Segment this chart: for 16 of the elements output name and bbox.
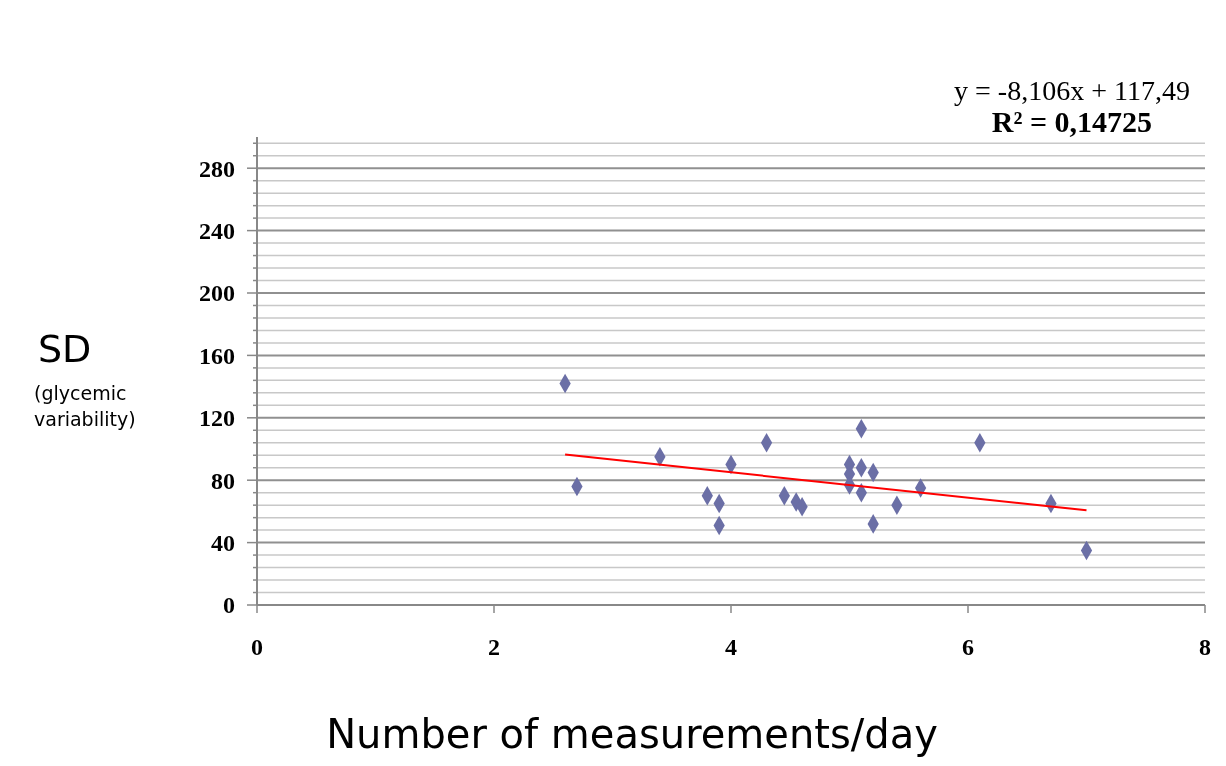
y-tick-label: 280: [199, 155, 235, 182]
y-axis-title: SD (glycemic variability): [34, 327, 136, 430]
y-tick-label: 160: [199, 342, 235, 369]
y-tick-label: 40: [211, 530, 235, 556]
x-tick-label: 4: [725, 634, 737, 660]
y-tick-label: 240: [199, 218, 235, 244]
y-tick-label: 80: [211, 467, 235, 494]
x-tick-label: 2: [488, 634, 500, 660]
x-axis-title: Number of measurements/day: [326, 711, 938, 757]
x-tick-label: 0: [251, 634, 263, 660]
x-tick-label: 6: [962, 634, 974, 660]
x-tick-label: 8: [1199, 634, 1211, 660]
annotation: y = -8,106x + 117,49 R² = 0,14725: [954, 75, 1190, 138]
y-tick-label: 200: [199, 280, 235, 307]
y-tick-label: 0: [223, 592, 235, 619]
y-tick-label: 120: [199, 405, 235, 432]
